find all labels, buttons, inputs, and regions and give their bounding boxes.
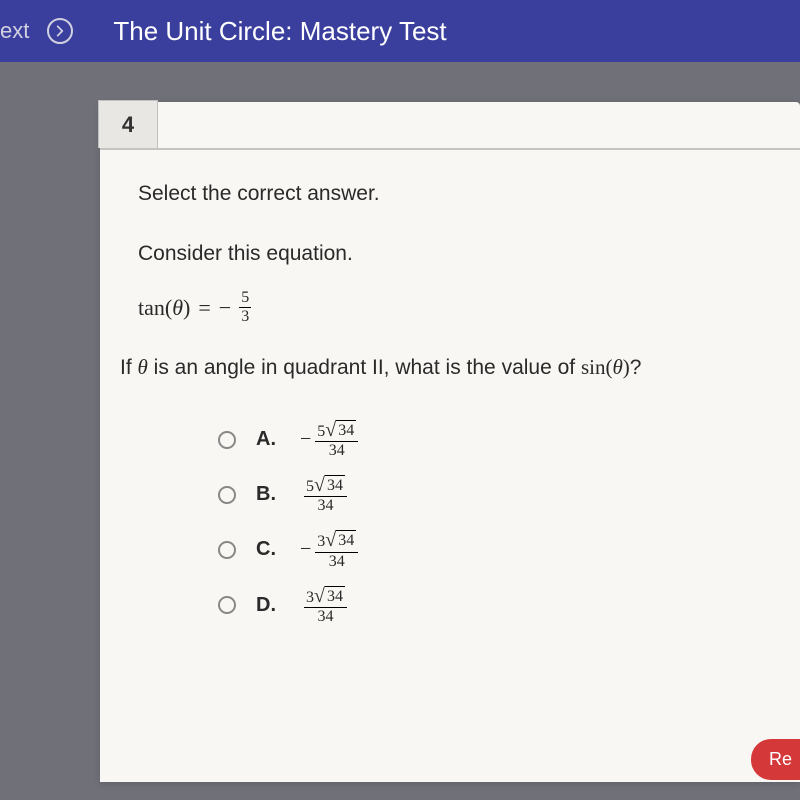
neg-sign: − <box>300 428 311 451</box>
option-math: 3√34 34 <box>300 586 347 625</box>
option-fraction: 5√34 34 <box>304 475 347 514</box>
option-fraction: 3√34 34 <box>304 586 347 625</box>
option-denominator: 34 <box>329 442 345 459</box>
option-math: − 5√34 34 <box>300 420 358 459</box>
radio-a[interactable] <box>218 431 236 449</box>
consider-text: Consider this equation. <box>138 242 762 266</box>
denominator: 3 <box>241 308 249 325</box>
ext-label: ext <box>0 18 29 44</box>
option-label: A. <box>256 428 280 451</box>
neg-sign: − <box>300 538 311 561</box>
option-denominator: 34 <box>317 497 333 514</box>
radio-b[interactable] <box>218 486 236 504</box>
equation-lhs: tan(θ) <box>138 295 190 321</box>
content-area: 4 Select the correct answer. Consider th… <box>0 62 800 782</box>
option-denominator: 34 <box>317 608 333 625</box>
option-b[interactable]: B. 5√34 34 <box>218 475 762 514</box>
equals-sign: = <box>198 295 210 321</box>
theta-symbol: θ <box>138 355 148 379</box>
reset-button[interactable]: Re <box>751 739 800 780</box>
option-c[interactable]: C. − 3√34 34 <box>218 530 762 569</box>
option-numerator: 5√34 <box>304 475 347 497</box>
option-d[interactable]: D. 3√34 34 <box>218 586 762 625</box>
option-numerator: 5√34 <box>315 420 358 442</box>
header-bar: ext The Unit Circle: Mastery Test <box>0 0 800 62</box>
option-fraction: 3√34 34 <box>315 530 358 569</box>
options-list: A. − 5√34 34 B. 5√34 <box>218 420 762 625</box>
page-title: The Unit Circle: Mastery Test <box>113 16 446 47</box>
fraction: 5 3 <box>239 290 251 325</box>
option-label: B. <box>256 483 280 506</box>
option-math: 5√34 34 <box>300 475 347 514</box>
option-label: D. <box>256 594 280 617</box>
negative-sign: − <box>219 295 231 321</box>
numerator: 5 <box>239 290 251 308</box>
option-a[interactable]: A. − 5√34 34 <box>218 420 762 459</box>
next-arrow-icon[interactable] <box>47 18 73 44</box>
option-math: − 3√34 34 <box>300 530 358 569</box>
context-text: If θ is an angle in quadrant II, what is… <box>120 355 762 380</box>
equation: tan(θ) = − 5 3 <box>138 290 762 325</box>
context-suffix: ? <box>630 356 642 379</box>
option-label: C. <box>256 538 280 561</box>
question-number-tab[interactable]: 4 <box>98 100 158 148</box>
option-denominator: 34 <box>329 553 345 570</box>
question-card: 4 Select the correct answer. Consider th… <box>100 102 800 782</box>
question-body: Select the correct answer. Consider this… <box>100 102 800 661</box>
option-numerator: 3√34 <box>304 586 347 608</box>
context-prefix: If <box>120 356 138 379</box>
radio-c[interactable] <box>218 541 236 559</box>
radio-d[interactable] <box>218 596 236 614</box>
tab-underline <box>100 148 800 150</box>
option-fraction: 5√34 34 <box>315 420 358 459</box>
sin-expr: sin(θ) <box>581 355 630 379</box>
context-mid: is an angle in quadrant II, what is the … <box>148 356 581 379</box>
option-numerator: 3√34 <box>315 530 358 552</box>
instruction-text: Select the correct answer. <box>138 182 762 206</box>
